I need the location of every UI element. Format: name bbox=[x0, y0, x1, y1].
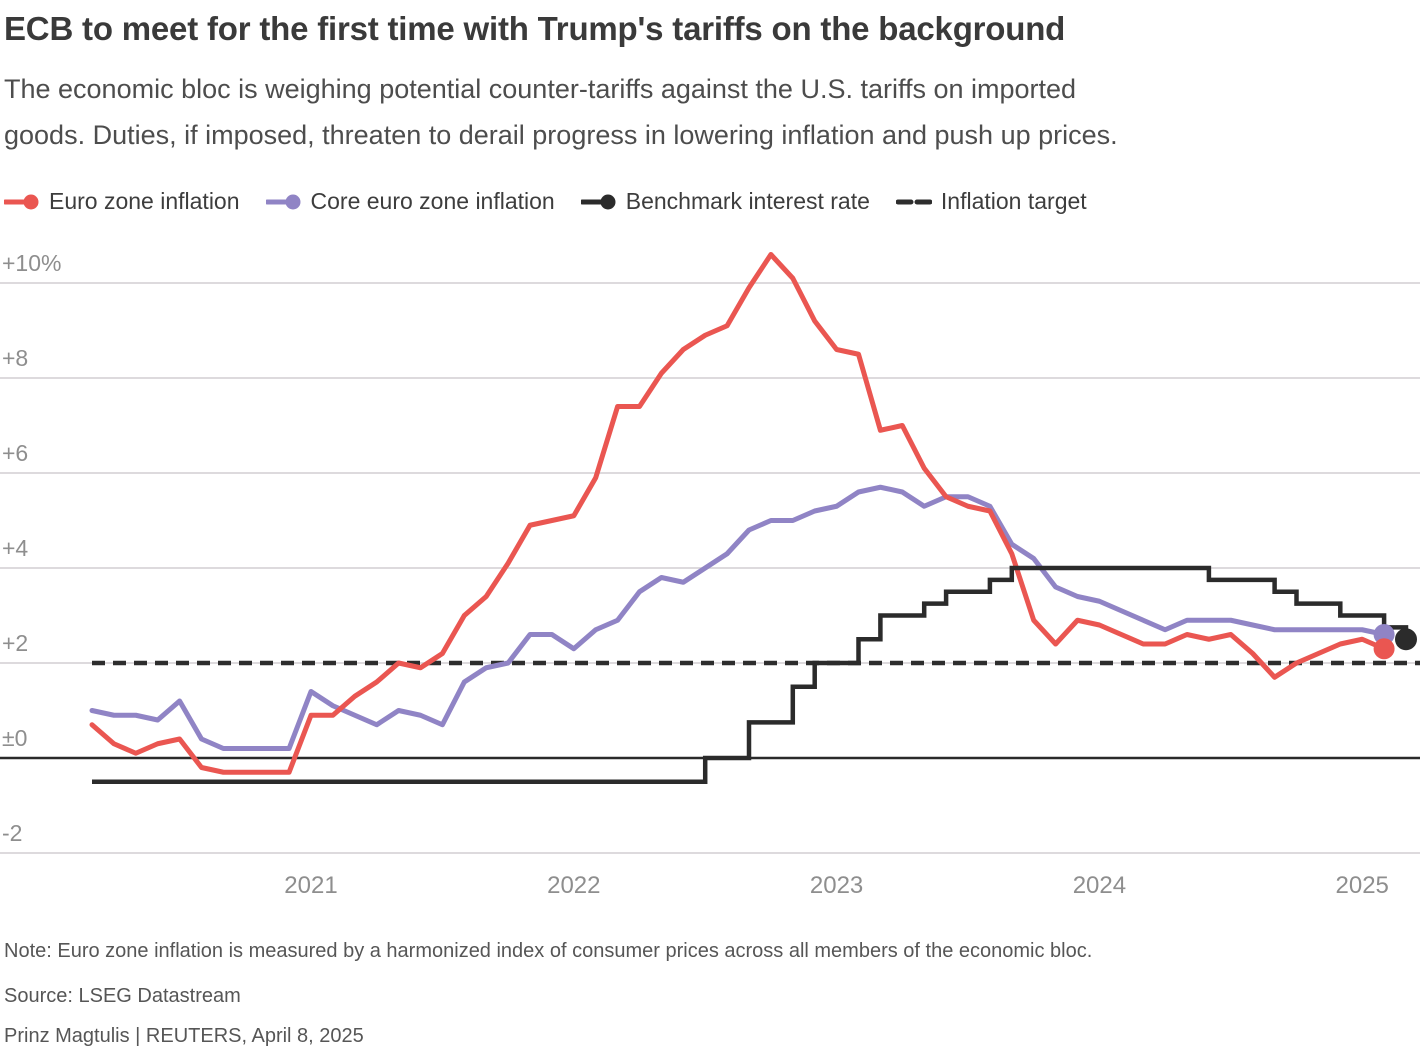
chart-legend: Euro zone inflation Core euro zone infla… bbox=[4, 188, 1404, 215]
legend-item-euro-zone-inflation: Euro zone inflation bbox=[4, 188, 240, 215]
subtitle-line: goods. Duties, if imposed, threaten to d… bbox=[4, 120, 1118, 150]
chart-subtitle: The economic bloc is weighing potential … bbox=[4, 66, 1404, 158]
y-axis-label: +10% bbox=[2, 250, 61, 276]
y-axis-label: -2 bbox=[2, 820, 22, 846]
legend-label: Core euro zone inflation bbox=[310, 188, 555, 214]
page-title: ECB to meet for the first time with Trum… bbox=[4, 10, 1066, 47]
core-inflation-line-marker-icon bbox=[265, 194, 301, 209]
euro-inflation-line-marker-icon bbox=[4, 194, 39, 209]
chart-credit: Prinz Magtulis | REUTERS, April 8, 2025 bbox=[4, 1025, 364, 1047]
core-euro-zone-inflation-end-dot bbox=[1373, 624, 1395, 645]
benchmark-interest-rate-end-dot bbox=[1395, 628, 1417, 651]
legend-item-benchmark-interest-rate: Benchmark interest rate bbox=[580, 188, 870, 215]
x-axis-label: 2023 bbox=[810, 872, 863, 899]
y-axis-label: +4 bbox=[2, 535, 28, 561]
legend-label: Inflation target bbox=[940, 188, 1087, 214]
x-axis-label: 2022 bbox=[547, 872, 600, 899]
subtitle-line: The economic bloc is weighing potential … bbox=[4, 74, 1077, 104]
inflation-target-dash-marker-icon bbox=[895, 199, 932, 204]
chart-source: Source: LSEG Datastream bbox=[4, 985, 241, 1007]
benchmark-rate-line-marker-icon bbox=[580, 194, 616, 209]
x-axis-label: 2021 bbox=[284, 872, 337, 899]
benchmark-rate-step-line bbox=[92, 565, 1409, 784]
legend-item-inflation-target: Inflation target bbox=[895, 188, 1087, 215]
euro-zone-inflation-end-dot bbox=[1373, 638, 1395, 660]
x-axis-label: 2024 bbox=[1073, 872, 1126, 899]
y-axis-label: +6 bbox=[2, 440, 28, 466]
x-axis-label: 2025 bbox=[1336, 872, 1389, 899]
y-axis-label: ±0 bbox=[2, 725, 27, 751]
legend-label: Benchmark interest rate bbox=[625, 188, 870, 214]
chart-note: Note: Euro zone inflation is measured by… bbox=[4, 940, 1093, 962]
y-axis-label: +8 bbox=[2, 345, 28, 371]
y-axis-label: +2 bbox=[2, 630, 28, 656]
legend-item-core-euro-zone-inflation: Core euro zone inflation bbox=[265, 188, 555, 215]
core-euro-zone-inflation-line bbox=[89, 484, 1387, 751]
legend-label: Euro zone inflation bbox=[49, 188, 240, 214]
euro-zone-inflation-line bbox=[89, 252, 1387, 775]
